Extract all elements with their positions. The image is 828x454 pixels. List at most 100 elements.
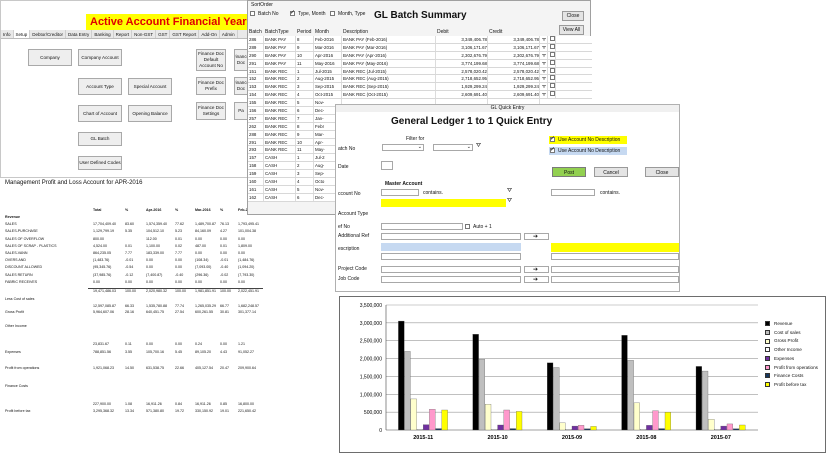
tab-debtor-creditor[interactable]: Debtor/Creditor	[30, 30, 67, 38]
detail-account-no-input[interactable]	[551, 189, 595, 196]
gl-batch-button[interactable]: GL Batch	[78, 132, 122, 146]
gl-batch-close-button[interactable]: Close	[562, 11, 584, 21]
tab-data-entry[interactable]: Data Entry	[66, 30, 93, 38]
row-select-checkbox[interactable]	[548, 59, 556, 67]
detail-project-input[interactable]	[551, 266, 679, 273]
report-cell: 1,574,359.40	[146, 222, 167, 227]
tab-gst[interactable]: GST	[156, 30, 171, 38]
row-select-checkbox[interactable]	[548, 75, 556, 83]
filter-icon[interactable]: ⛛	[540, 91, 548, 99]
row-select-checkbox[interactable]	[548, 36, 556, 43]
row-select-checkbox[interactable]	[548, 51, 556, 59]
gl-batch-row[interactable]: 154 BANK REC 4 Oct-2015 BANK REC (Oct-2015) 2…	[248, 91, 592, 100]
gl-batch-row[interactable]: 289 BANK PAY 9 Mar-2016 BANK PAY (Mar-2016) 3…	[248, 43, 592, 52]
company-button[interactable]: Company	[28, 49, 72, 66]
filter-icon[interactable]: ⛛	[540, 67, 548, 75]
finance-doc-prefix-button[interactable]: Finance Doc Prefix	[196, 77, 226, 95]
tab-banking[interactable]: Banking	[92, 30, 114, 38]
finance-doc-default-button[interactable]: Finance Doc Default Account No	[196, 49, 226, 71]
bar-cost-of-sales	[553, 367, 560, 431]
legend-label: Cost of sales	[774, 329, 801, 335]
gl-batch-row[interactable]: 286 BANK PAY 8 Feb-2016 BANK PAY (Feb-2016) 3…	[248, 36, 592, 44]
use-account-desc-1[interactable]: Use Account No Description	[549, 135, 627, 144]
tab-add-on[interactable]: Add-On	[199, 30, 220, 38]
tab-report[interactable]: Report	[114, 30, 133, 38]
gl-batch-row[interactable]: 151 BANK REC 1 Jul-2015 BANK REC (Jul-2015) 2…	[248, 67, 592, 76]
company-account-button[interactable]: Company Account	[78, 49, 122, 66]
gl-batch-row[interactable]: 291 BANK PAY 11 May-2016 BANK PAY (May-2016)…	[248, 59, 592, 68]
detail-description-input[interactable]	[551, 253, 679, 260]
report-cell: 0.00	[125, 279, 132, 284]
gl-batch-cell: 11	[296, 146, 314, 154]
row-select-checkbox[interactable]	[548, 83, 556, 91]
filter-icon[interactable]: ⛛	[540, 59, 548, 67]
report-cell: 19.01	[220, 409, 229, 413]
gl-batch-row[interactable]: 153 BANK REC 3 Sep-2015 BANK REC (Sep-2015) 1…	[248, 83, 592, 92]
detail-job-input[interactable]	[551, 276, 679, 283]
copy-project-arrow[interactable]: ➔	[524, 266, 549, 273]
date-input[interactable]	[381, 161, 393, 170]
special-account-button[interactable]: Special Account	[128, 78, 172, 95]
main-window: Active Account Financial Year : Jul-20 I…	[0, 0, 261, 178]
use-account-desc-2-checkbox[interactable]	[550, 146, 555, 153]
opening-balance-button[interactable]: Opening Balance	[128, 105, 172, 122]
auto-plus-checkbox[interactable]	[465, 224, 470, 229]
bar-finance-costs	[509, 428, 516, 431]
filter-icon[interactable]: ⛛	[540, 83, 548, 91]
use-account-desc-2[interactable]: Use Account No Description	[549, 146, 627, 155]
additional-ref-input[interactable]	[381, 233, 521, 240]
row-select-checkbox[interactable]	[548, 67, 556, 75]
tab-setup[interactable]: Setup	[13, 30, 31, 38]
post-button[interactable]: Post	[552, 167, 586, 177]
ref-no-input[interactable]	[381, 223, 463, 230]
tab-admin[interactable]: Admin	[220, 30, 238, 38]
gl-batch-row[interactable]: 152 BANK REC 2 Aug-2015 BANK REC (Aug-2015) 2…	[248, 75, 592, 84]
filter-icon[interactable]: ⛛	[540, 36, 548, 43]
gl-batch-cell	[342, 99, 436, 107]
filter-icon[interactable]: ⛛	[507, 198, 513, 204]
report-cell: (296.36)	[195, 272, 209, 277]
partial-button[interactable]: Pa	[234, 102, 248, 120]
finance-doc-settings-button[interactable]: Finance Doc Settings	[196, 102, 226, 120]
gl-batch-cell: 2	[296, 75, 314, 83]
copy-ref-arrow[interactable]: ➔	[524, 233, 549, 240]
y-tick-label: 1,000,000	[360, 392, 382, 398]
job-code-input[interactable]	[381, 276, 521, 283]
quick-entry-close-button[interactable]: Close	[645, 167, 679, 177]
legend-item: Other Income	[765, 347, 802, 353]
sort-option-checkbox[interactable]	[290, 9, 295, 16]
copy-job-arrow[interactable]: ➔	[524, 276, 549, 283]
account-no-input[interactable]	[381, 189, 419, 196]
report-cell: 0.00	[220, 236, 227, 241]
cancel-button[interactable]: Cancel	[594, 167, 628, 177]
gl-batch-cell: 2,609,691.40	[488, 91, 540, 99]
filter-dropdown-1[interactable]: ⌄	[382, 144, 424, 151]
filter-for-label: Filter for	[406, 136, 425, 142]
description-input[interactable]	[381, 253, 521, 260]
filter-icon[interactable]: ⛛	[476, 143, 482, 149]
gl-batch-cell: 2,578,020.42	[488, 67, 540, 75]
bar-gross-profit	[708, 419, 715, 431]
filter-icon[interactable]: ⛛	[507, 188, 513, 194]
use-account-desc-1-checkbox[interactable]	[550, 135, 555, 142]
filter-dropdown-2[interactable]: ⌄	[433, 144, 473, 151]
tab-non-gst[interactable]: Non-GST	[132, 30, 157, 38]
sort-option-checkbox[interactable]	[330, 11, 335, 16]
chart-of-account-button[interactable]: Chart of Account	[78, 105, 122, 122]
row-select-checkbox[interactable]	[548, 43, 556, 51]
filter-icon[interactable]: ⛛	[540, 43, 548, 51]
filter-icon[interactable]: ⛛	[540, 51, 548, 59]
report-column-header: %	[220, 208, 224, 212]
bar-other-income	[565, 429, 572, 431]
row-select-checkbox[interactable]	[548, 91, 556, 99]
tab-info[interactable]: Info	[1, 30, 14, 38]
sort-option-checkbox[interactable]	[250, 11, 255, 16]
project-code-input[interactable]	[381, 266, 521, 273]
filter-icon[interactable]: ⛛	[540, 75, 548, 83]
user-defined-codes-button[interactable]: User Defined Codes	[78, 156, 122, 170]
view-all-button[interactable]: View All	[559, 25, 584, 35]
gl-batch-row[interactable]: 290 BANK PAY 10 Apr-2016 BANK PAY (Apr-2016)…	[248, 51, 592, 60]
tab-gst-report[interactable]: GST Report	[170, 30, 200, 38]
gl-batch-cell: 153	[248, 83, 264, 91]
account-type-button[interactable]: Account Type	[78, 78, 122, 95]
